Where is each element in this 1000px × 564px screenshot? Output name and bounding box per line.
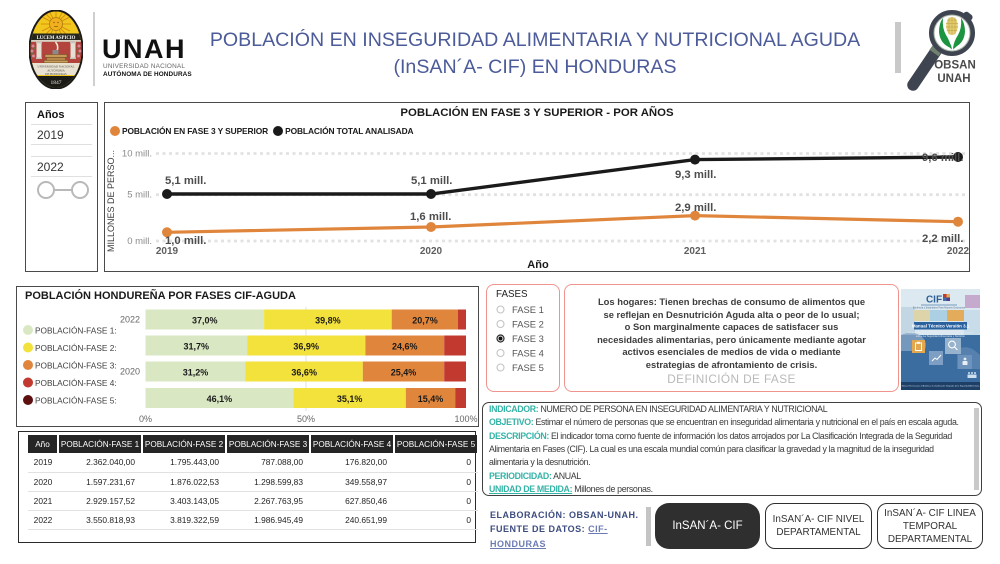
- svg-text:2022: 2022: [120, 315, 140, 325]
- svg-text:Manual Técnico Versión 3.1: Manual Técnico Versión 3.1: [912, 324, 970, 329]
- svg-text:2020: 2020: [120, 367, 140, 377]
- svg-text:10 mill.: 10 mill.: [122, 149, 152, 160]
- svg-text:Manual Técnico para el Análisi: Manual Técnico para el Análisis y la Cla…: [902, 385, 980, 388]
- svg-text:POBLACIÓN-FASE 5:: POBLACIÓN-FASE 5:: [35, 396, 117, 406]
- svg-text:46,1%: 46,1%: [207, 394, 233, 404]
- svg-text:2020: 2020: [420, 246, 443, 257]
- svg-text:0 mill.: 0 mill.: [127, 236, 152, 247]
- svg-text:1,0 mill.: 1,0 mill.: [165, 235, 206, 247]
- svg-text:DE HONDURAS: DE HONDURAS: [45, 72, 67, 76]
- svg-text:OBSAN: OBSAN: [934, 60, 976, 72]
- svg-text:35,1%: 35,1%: [337, 394, 363, 404]
- svg-text:Evidencia y Estándares Para Me: Evidencia y Estándares Para Mejores Deci…: [913, 306, 966, 309]
- svg-text:FASE 3: FASE 3: [512, 333, 544, 344]
- svg-text:POBLACIÓN-FASE 2:: POBLACIÓN-FASE 2:: [35, 343, 117, 353]
- svg-text:2021: 2021: [684, 246, 707, 257]
- svg-text:LUCEM ASPICIO: LUCEM ASPICIO: [37, 36, 76, 41]
- svg-text:FASE 4: FASE 4: [512, 348, 544, 359]
- svg-text:POBLACIÓN-FASE 1:: POBLACIÓN-FASE 1:: [35, 326, 117, 336]
- svg-text:39,8%: 39,8%: [315, 316, 341, 326]
- svg-text:1847: 1847: [51, 80, 62, 86]
- svg-text:UNAH: UNAH: [937, 73, 970, 85]
- svg-text:Información práctica para gara: Información práctica para garantizar Mej…: [908, 331, 974, 335]
- svg-text:36,9%: 36,9%: [293, 342, 319, 352]
- svg-text:37,0%: 37,0%: [192, 316, 218, 326]
- svg-text:sobre La Seguridad Alimentaria: sobre La Seguridad Alimentaria y Nutrici…: [916, 334, 966, 338]
- svg-text:50%: 50%: [297, 414, 315, 424]
- svg-text:CIF: CIF: [926, 295, 942, 306]
- svg-text:5,1 mill.: 5,1 mill.: [165, 175, 206, 187]
- svg-text:UNIVERSIDAD NACIONAL: UNIVERSIDAD NACIONAL: [38, 65, 75, 69]
- svg-text:20,7%: 20,7%: [412, 316, 438, 326]
- svg-text:5,1 mill.: 5,1 mill.: [411, 175, 452, 187]
- svg-text:36,6%: 36,6%: [291, 368, 317, 378]
- svg-text:0%: 0%: [139, 414, 152, 424]
- svg-text:AUTÓNOMA: AUTÓNOMA: [47, 68, 65, 73]
- svg-text:POBLACIÓN-FASE 3:: POBLACIÓN-FASE 3:: [35, 361, 117, 371]
- svg-text:9,3 mill.: 9,3 mill.: [675, 169, 716, 181]
- svg-text:31,7%: 31,7%: [184, 342, 210, 352]
- svg-text:Año: Año: [527, 259, 549, 271]
- svg-text:FASE 5: FASE 5: [512, 362, 544, 373]
- svg-text:15,4%: 15,4%: [418, 394, 444, 404]
- svg-text:31,2%: 31,2%: [183, 368, 209, 378]
- svg-text:25,4%: 25,4%: [391, 368, 417, 378]
- svg-text:POBLACIÓN-FASE 4:: POBLACIÓN-FASE 4:: [35, 378, 117, 388]
- svg-text:2022: 2022: [947, 246, 969, 257]
- svg-text:FASE 1: FASE 1: [512, 304, 544, 315]
- svg-text:9,6 mill.: 9,6 mill.: [922, 152, 963, 164]
- svg-text:100%: 100%: [454, 414, 477, 424]
- svg-text:2,9 mill.: 2,9 mill.: [675, 202, 716, 214]
- svg-text:24,6%: 24,6%: [392, 342, 418, 352]
- svg-text:FASE 2: FASE 2: [512, 319, 544, 330]
- svg-text:2,2 mill.: 2,2 mill.: [922, 233, 963, 245]
- svg-text:1,6 mill.: 1,6 mill.: [410, 211, 451, 223]
- svg-text:2019: 2019: [156, 246, 179, 257]
- svg-text:5 mill.: 5 mill.: [127, 190, 152, 201]
